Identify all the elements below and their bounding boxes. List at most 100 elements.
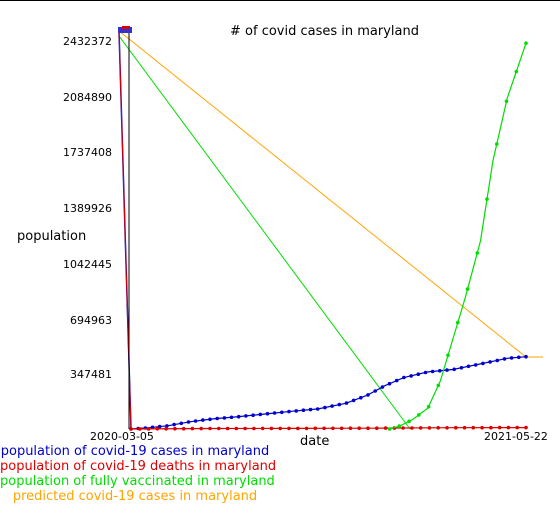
data-point-deaths: [462, 425, 467, 430]
data-point-deaths: [129, 427, 133, 431]
data-point-deaths: [252, 426, 256, 431]
data-point-deaths: [348, 426, 353, 431]
data-point-vaccinated: [524, 41, 528, 45]
legend-entry-vaccinated: population of fully vaccinated in maryla…: [0, 474, 275, 489]
data-point-cases: [495, 358, 500, 363]
data-point-deaths: [427, 426, 432, 430]
data-point-deaths: [454, 425, 458, 430]
data-point-cases: [193, 419, 198, 423]
data-point-deaths: [515, 425, 519, 430]
data-point-cases: [301, 408, 306, 413]
x-tick-label-end: 2021-05-22: [484, 430, 548, 443]
data-point-cases: [380, 385, 385, 389]
data-point-cases: [423, 370, 428, 375]
data-point-cases: [488, 360, 492, 364]
data-point-deaths: [322, 426, 326, 431]
data-point-cases: [229, 415, 234, 420]
data-point-cases: [430, 369, 435, 374]
data-point-deaths: [181, 426, 186, 431]
data-point-cases: [186, 420, 191, 424]
data-point-cases: [294, 409, 299, 413]
data-point-cases: [337, 402, 342, 407]
data-point-deaths: [436, 426, 441, 430]
data-point-cases: [409, 374, 413, 378]
data-point-cases: [366, 393, 370, 397]
data-point-deaths: [445, 426, 449, 430]
data-point-deaths: [375, 426, 379, 431]
data-point-cases: [157, 424, 162, 429]
data-point-deaths: [383, 426, 388, 430]
data-point-vaccinated: [495, 142, 499, 146]
data-point-cases: [272, 411, 277, 415]
data-point-cases: [208, 417, 212, 422]
vaccinated-wrap-line: [118, 35, 411, 430]
legend-entry-predicted: predicted covid-19 cases in maryland: [12, 489, 258, 504]
data-point-cases: [394, 378, 399, 383]
data-point-cases: [517, 355, 521, 360]
data-point-cases: [251, 413, 255, 418]
data-point-vaccinated: [465, 287, 470, 291]
data-point-cases: [359, 395, 363, 400]
data-point-deaths: [357, 426, 362, 431]
data-point-deaths: [278, 426, 283, 431]
data-point-cases: [308, 407, 313, 412]
data-point-cases: [330, 404, 334, 408]
data-point-cases: [387, 381, 392, 386]
data-point-deaths: [199, 426, 203, 431]
data-point-deaths: [243, 426, 247, 431]
data-point-cases: [323, 405, 327, 410]
data-point-deaths: [260, 426, 265, 431]
data-point-vaccinated: [456, 320, 460, 325]
data-point-deaths: [480, 425, 484, 430]
data-point-vaccinated: [397, 424, 402, 428]
y-tick-label: 347481: [70, 368, 112, 381]
data-point-deaths: [155, 427, 160, 431]
data-point-cases: [466, 364, 471, 369]
data-point-deaths: [138, 427, 142, 431]
data-point-cases: [265, 411, 270, 416]
data-point-cases: [222, 416, 227, 420]
data-point-vaccinated: [426, 404, 431, 409]
data-point-cases: [502, 357, 507, 361]
data-point-cases: [179, 421, 184, 426]
data-point-cases: [287, 409, 291, 414]
data-point-deaths: [287, 426, 291, 431]
data-point-cases: [509, 356, 514, 360]
predicted-cases-line: [118, 30, 527, 358]
data-point-deaths: [146, 427, 151, 431]
data-point-cases: [402, 375, 406, 380]
data-point-cases: [201, 418, 205, 422]
data-point-deaths: [418, 426, 423, 430]
data-point-deaths: [497, 425, 502, 430]
data-point-deaths: [217, 426, 221, 431]
data-point-deaths: [234, 426, 239, 431]
data-point-deaths: [225, 426, 230, 431]
data-point-deaths: [401, 426, 405, 430]
data-point-vaccinated: [417, 413, 421, 417]
data-point-cases: [473, 363, 478, 367]
data-point-vaccinated: [504, 99, 509, 103]
data-point-cases: [315, 407, 320, 411]
y-tick-label: 1737408: [63, 146, 112, 159]
data-point-deaths: [471, 425, 476, 430]
data-point-cases: [236, 414, 241, 419]
data-point-deaths: [410, 426, 414, 430]
data-point-vaccinated: [475, 251, 480, 255]
data-point-cases: [280, 410, 284, 415]
data-point-cases: [459, 366, 464, 370]
start-marker-cluster-red: [122, 26, 130, 29]
legend-entry-cases: population of covid-19 cases in maryland: [0, 444, 270, 459]
data-point-deaths: [164, 427, 168, 431]
data-point-cases: [524, 354, 528, 359]
data-point-vaccinated: [436, 383, 441, 388]
data-point-vaccinated: [407, 419, 411, 424]
data-point-deaths: [313, 426, 318, 431]
data-point-cases: [481, 361, 485, 366]
y-axis-label: population: [17, 229, 87, 244]
data-point-cases: [416, 372, 421, 377]
data-point-vaccinated: [485, 197, 489, 201]
data-point-cases: [351, 398, 356, 403]
data-point-deaths: [331, 426, 335, 431]
data-point-vaccinated: [514, 69, 519, 74]
